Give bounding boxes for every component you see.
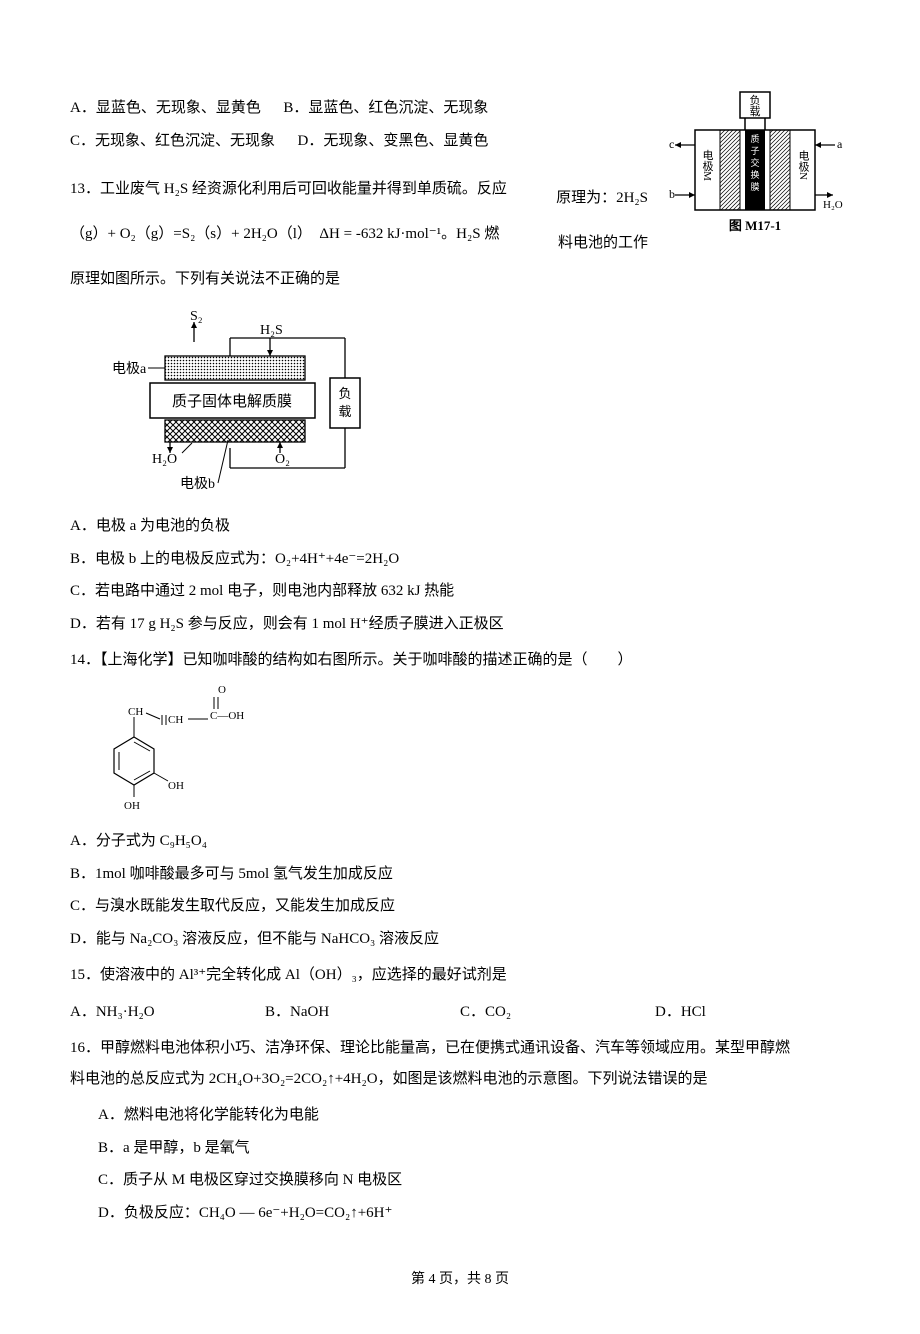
svg-text:膜: 膜 [750, 182, 759, 192]
svg-text:CH: CH [128, 706, 143, 718]
svg-text:子: 子 [750, 146, 759, 156]
q13-stem-line1b: 原理为：2H₂S [556, 190, 648, 206]
svg-text:电极M: 电极M [701, 149, 714, 181]
q13-stem-line2b: 料电池的工作 [558, 235, 648, 251]
svg-text:换: 换 [750, 169, 759, 180]
q13-stem-line2a: （g）+ O₂（g）=S₂（s）+ 2H₂O（l） ΔH = -632 kJ·m… [70, 226, 499, 242]
fig-caption: 图 M17-1 [729, 218, 781, 233]
q12-opt-A: A．显蓝色、无现象、显黄色 [70, 100, 261, 116]
svg-text:C—OH: C—OH [210, 710, 244, 722]
svg-text:O: O [218, 684, 226, 696]
svg-text:质: 质 [750, 133, 759, 144]
q16-stem2: 料电池的总反应式为 2CH₄O+3O₂=2CO₂↑+4H₂O，如图是该燃料电池的… [70, 1065, 850, 1094]
svg-text:载: 载 [338, 404, 351, 419]
q12-opt-D: D．无现象、变黑色、显黄色 [298, 133, 489, 149]
figure-h2s-cell: S₂ H₂S 负 载 质子固体电解质膜 电极a H₂O O₂ [110, 308, 850, 509]
q15-stem: 15．使溶液中的 Al³⁺完全转化成 Al（OH）₃，应选择的最好试剂是 [70, 961, 850, 990]
svg-text:OH: OH [168, 780, 184, 792]
q14-opt-B: B．1mol 咖啡酸最多可与 5mol 氢气发生加成反应 [70, 860, 850, 889]
q15-options: A．NH₃·H₂O B．NaOH C．CO₂ D．HCl [70, 998, 850, 1027]
q14-opt-C: C．与溴水既能发生取代反应，又能发生加成反应 [70, 892, 850, 921]
svg-text:b: b [669, 187, 675, 201]
svg-text:a: a [837, 137, 843, 151]
svg-text:负: 负 [338, 386, 351, 401]
q15-opt-A: A．NH₃·H₂O [70, 998, 265, 1027]
q12-opt-B: B．显蓝色、红色沉淀、无现象 [283, 100, 488, 116]
q16-opt-C: C．质子从 M 电极区穿过交换膜移向 N 电极区 [70, 1166, 850, 1195]
q13-opt-C: C．若电路中通过 2 mol 电子，则电池内部释放 632 kJ 热能 [70, 577, 850, 606]
svg-text:交: 交 [750, 157, 759, 168]
svg-text:c: c [669, 137, 674, 151]
svg-text:OH: OH [124, 800, 140, 812]
q13-opt-A: A．电极 a 为电池的负极 [70, 512, 850, 541]
figure-m17-1: 负 载 电极M 质 子 交 换 膜 电极N c b [660, 90, 850, 240]
svg-text:O₂: O₂ [275, 452, 290, 467]
q13-stem-line1a: 13．工业废气 H₂S 经资源化利用后可回收能量并得到单质硫。反应 [70, 181, 507, 197]
svg-text:H₂O: H₂O [152, 452, 177, 467]
page-footer: 第 4 页，共 8 页 [70, 1267, 850, 1294]
svg-text:CH: CH [168, 714, 183, 726]
svg-text:S₂: S₂ [190, 309, 203, 324]
q15-opt-B: B．NaOH [265, 998, 460, 1027]
q13-opt-D: D．若有 17 g H₂S 参与反应，则会有 1 mol H⁺经质子膜进入正极区 [70, 610, 850, 639]
svg-text:H₂O: H₂O [823, 199, 843, 211]
q16-stem1: 16．甲醇燃料电池体积小巧、洁净环保、理论比能量高，已在便携式通讯设备、汽车等领… [70, 1034, 850, 1063]
q15-opt-C: C．CO₂ [460, 998, 655, 1027]
q16-opt-D: D．负极反应：CH₄O — 6e⁻+H₂O=CO₂↑+6H⁺ [70, 1199, 850, 1228]
svg-text:质子固体电解质膜: 质子固体电解质膜 [172, 393, 292, 410]
q13-stem3: 原理如图所示。下列有关说法不正确的是 [70, 265, 850, 294]
q12-opt-C: C．无现象、红色沉淀、无现象 [70, 133, 275, 149]
svg-text:电极N: 电极N [797, 150, 810, 180]
svg-text:电极b: 电极b [180, 476, 215, 492]
q14-opt-A: A．分子式为 C₉H₅O₄ [70, 827, 850, 856]
q14-stem: 14．【上海化学】已知咖啡酸的结构如右图所示。关于咖啡酸的描述正确的是（ ） [70, 646, 850, 675]
svg-text:H₂S: H₂S [260, 323, 283, 338]
figure-caffeic-acid: O C—OH CH CH OH OH [110, 683, 850, 824]
q16-opt-B: B．a 是甲醇，b 是氧气 [70, 1134, 850, 1163]
fig-load-label: 负 [750, 93, 761, 107]
svg-text:载: 载 [750, 105, 761, 118]
q16-opt-A: A．燃料电池将化学能转化为电能 [70, 1101, 850, 1130]
q14-opt-D: D．能与 Na₂CO₃ 溶液反应，但不能与 NaHCO₃ 溶液反应 [70, 925, 850, 954]
q13-opt-B: B．电极 b 上的电极反应式为：O₂+4H⁺+4e⁻=2H₂O [70, 545, 850, 574]
svg-text:电极a: 电极a [112, 361, 147, 377]
q15-opt-D: D．HCl [655, 998, 850, 1027]
